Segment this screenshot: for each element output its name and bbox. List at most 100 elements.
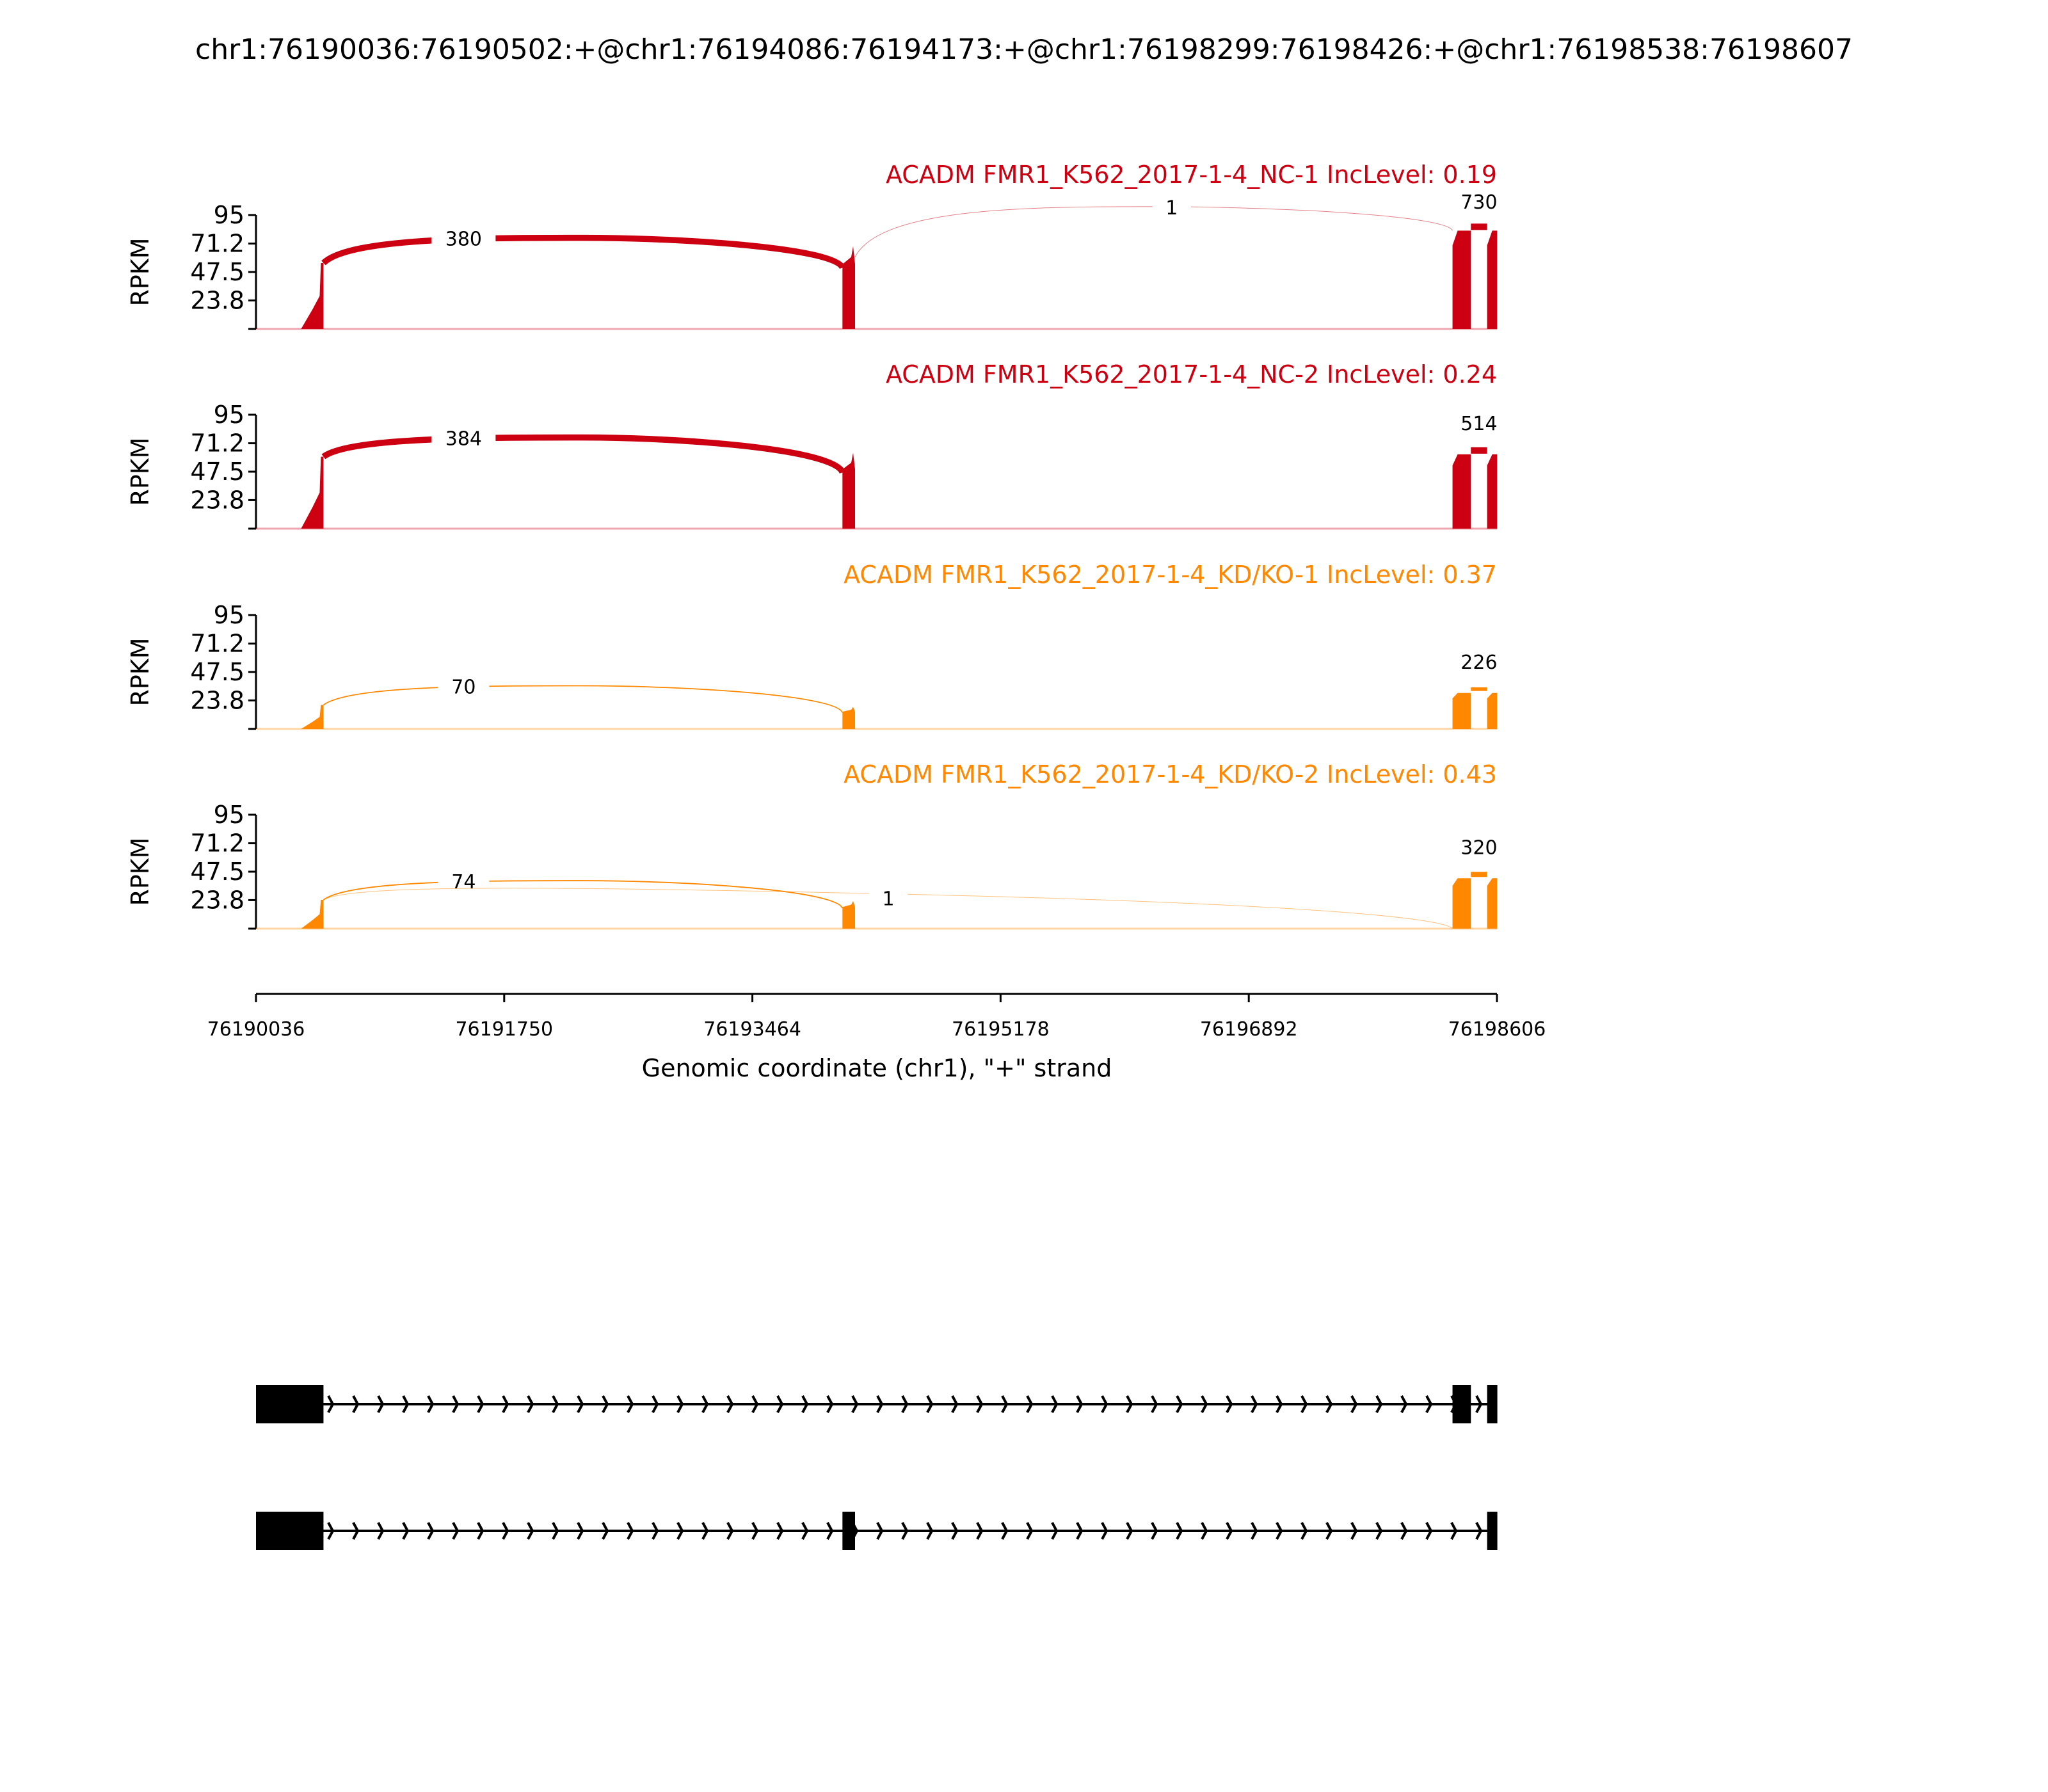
x-tick-label: 76193464 bbox=[703, 1018, 801, 1041]
strand-arrow-icon bbox=[901, 1522, 909, 1540]
strand-arrow-icon bbox=[1251, 1395, 1258, 1413]
strand-arrow-icon bbox=[851, 1395, 859, 1413]
coverage-exon-1 bbox=[301, 900, 324, 929]
y-tick-label: 95 bbox=[214, 401, 244, 429]
y-tick-label: 95 bbox=[214, 801, 244, 829]
strand-arrow-icon bbox=[926, 1395, 934, 1413]
strand-arrow-icon bbox=[1026, 1522, 1034, 1540]
junction-arc bbox=[323, 685, 844, 713]
strand-arrow-icon bbox=[627, 1395, 634, 1413]
junction-count-label: 226 bbox=[1460, 652, 1497, 674]
y-tick-label: 71.2 bbox=[190, 630, 244, 658]
coverage-exon-3 bbox=[1452, 454, 1471, 529]
strand-arrow-icon bbox=[1425, 1395, 1433, 1413]
strand-arrow-icon bbox=[1350, 1395, 1358, 1413]
y-tick-label: 71.2 bbox=[190, 230, 244, 258]
x-tick-label: 76195178 bbox=[952, 1018, 1050, 1041]
y-tick-label: 95 bbox=[214, 601, 244, 629]
y-tick-label: 47.5 bbox=[190, 258, 244, 286]
strand-arrow-icon bbox=[1276, 1395, 1283, 1413]
strand-arrow-icon bbox=[502, 1395, 509, 1413]
strand-arrow-icon bbox=[1126, 1395, 1133, 1413]
strand-arrow-icon bbox=[1375, 1395, 1383, 1413]
strand-arrow-icon bbox=[652, 1395, 659, 1413]
strand-arrow-icon bbox=[1176, 1395, 1183, 1413]
strand-arrow-icon bbox=[652, 1522, 659, 1540]
strand-arrow-icon bbox=[1026, 1395, 1034, 1413]
transcript-tracks bbox=[256, 1385, 1498, 1550]
strand-arrow-icon bbox=[1325, 1395, 1333, 1413]
coverage-exon-2 bbox=[842, 707, 856, 729]
junction-label-background bbox=[869, 887, 908, 912]
strand-arrow-icon bbox=[352, 1522, 360, 1540]
y-tick-label: 47.5 bbox=[190, 458, 244, 486]
junction-count-label: 1 bbox=[1165, 197, 1178, 220]
strand-arrow-icon bbox=[676, 1522, 684, 1540]
junction-count-label: 74 bbox=[451, 871, 476, 893]
strand-arrow-icon bbox=[1400, 1522, 1408, 1540]
x-tick-label: 76191750 bbox=[455, 1018, 553, 1041]
junction-count-label: 514 bbox=[1460, 413, 1497, 435]
sashimi-panel: 23.847.571.295 RPKM ACADM FMR1_K562_2017-1… bbox=[126, 561, 1511, 730]
strand-arrow-icon bbox=[1201, 1395, 1208, 1413]
strand-arrow-icon bbox=[1076, 1395, 1084, 1413]
strand-arrow-icon bbox=[951, 1522, 959, 1540]
strand-arrow-icon bbox=[701, 1522, 709, 1540]
strand-arrow-icon bbox=[1051, 1522, 1059, 1540]
strand-arrow-icon bbox=[352, 1395, 360, 1413]
strand-arrow-icon bbox=[1101, 1395, 1108, 1413]
panel-label: ACADM FMR1_K562_2017-1-4_NC-1 IncLevel: … bbox=[886, 161, 1497, 189]
junction-label-background bbox=[431, 427, 496, 452]
strand-arrow-icon bbox=[402, 1522, 410, 1540]
strand-arrow-icon bbox=[751, 1522, 759, 1540]
strand-arrow-icon bbox=[876, 1395, 884, 1413]
strand-arrow-icon bbox=[452, 1395, 460, 1413]
sashimi-panel: 23.847.571.295 RPKM ACADM FMR1_K562_2017-1… bbox=[126, 760, 1511, 930]
y-tick-label: 71.2 bbox=[190, 829, 244, 858]
coverage-exon-4 bbox=[1487, 230, 1498, 329]
strand-arrow-icon bbox=[402, 1395, 410, 1413]
strand-arrow-icon bbox=[577, 1522, 584, 1540]
x-tick-label: 76190036 bbox=[207, 1018, 305, 1041]
junction-label-background bbox=[1446, 650, 1511, 675]
junction-label-background bbox=[1446, 836, 1511, 861]
strand-arrow-icon bbox=[1051, 1395, 1059, 1413]
coverage-exon-1 bbox=[301, 456, 324, 529]
strand-arrow-icon bbox=[776, 1395, 784, 1413]
coverage-exon-3 bbox=[1452, 230, 1471, 329]
strand-arrow-icon bbox=[801, 1522, 809, 1540]
junction-label-background bbox=[431, 227, 496, 252]
strand-arrow-icon bbox=[876, 1522, 884, 1540]
strand-arrow-icon bbox=[926, 1522, 934, 1540]
panel-label: ACADM FMR1_K562_2017-1-4_NC-2 IncLevel: … bbox=[886, 360, 1497, 388]
strand-arrow-icon bbox=[676, 1395, 684, 1413]
y-tick-label: 47.5 bbox=[190, 858, 244, 886]
strand-arrow-icon bbox=[1201, 1522, 1208, 1540]
junction-arc bbox=[321, 234, 845, 270]
strand-arrow-icon bbox=[951, 1395, 959, 1413]
exon-block bbox=[842, 1512, 856, 1550]
strand-arrow-icon bbox=[1226, 1522, 1233, 1540]
coverage-exon-1 bbox=[301, 262, 324, 329]
coverage-exon-4 bbox=[1487, 692, 1498, 729]
junction-arc bbox=[323, 880, 844, 909]
coverage-exon-3 bbox=[1452, 692, 1471, 729]
junction-count-label: 70 bbox=[451, 676, 476, 699]
strand-arrow-icon bbox=[776, 1522, 784, 1540]
strand-arrow-icon bbox=[1400, 1395, 1408, 1413]
junction-label-background bbox=[1446, 412, 1511, 436]
strand-arrow-icon bbox=[826, 1522, 834, 1540]
junction-count-label: 730 bbox=[1460, 191, 1497, 214]
strand-arrow-icon bbox=[1350, 1522, 1358, 1540]
strand-arrow-icon bbox=[1076, 1522, 1084, 1540]
strand-arrow-icon bbox=[602, 1395, 609, 1413]
junction-count-label: 384 bbox=[445, 428, 482, 451]
panel-label: ACADM FMR1_K562_2017-1-4_KD/KO-1 IncLeve… bbox=[844, 561, 1497, 589]
coverage-exon-4 bbox=[1487, 878, 1498, 929]
strand-arrow-icon bbox=[726, 1522, 734, 1540]
strand-arrow-icon bbox=[552, 1395, 559, 1413]
strand-arrow-icon bbox=[1276, 1522, 1283, 1540]
strand-arrow-icon bbox=[1001, 1395, 1009, 1413]
strand-arrow-icon bbox=[1375, 1522, 1383, 1540]
